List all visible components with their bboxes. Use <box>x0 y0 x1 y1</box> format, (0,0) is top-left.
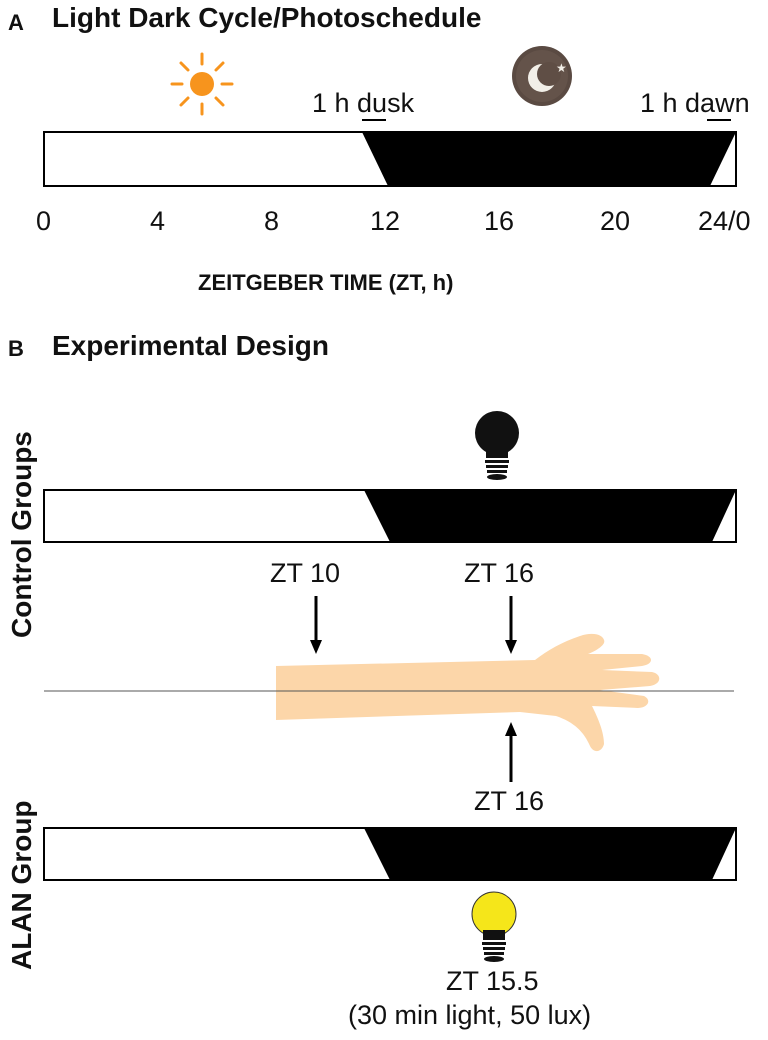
control-zt10-label: ZT 10 <box>270 558 341 588</box>
alan-light-desc: (30 min light, 50 lux) <box>348 1000 592 1030</box>
dawn-label: 1 h dawn <box>640 88 750 118</box>
panel-a-letter: A <box>8 10 24 35</box>
panel-b-title: Experimental Design <box>52 330 329 361</box>
tick-4: 4 <box>150 206 166 236</box>
panel-a-photoschedule-bar <box>43 131 737 187</box>
sun-icon <box>170 52 234 116</box>
svg-text:★: ★ <box>556 61 567 75</box>
lightbulb-off-icon <box>475 411 519 480</box>
control-zt16-arrow <box>505 596 517 654</box>
control-photoschedule-bar <box>43 489 737 543</box>
panel-b-letter: B <box>8 336 24 361</box>
alan-light-time: ZT 15.5 <box>446 966 539 996</box>
dusk-label: 1 h dusk <box>312 88 415 118</box>
control-zt16-label: ZT 16 <box>464 558 535 588</box>
control-zt10-arrow <box>310 596 322 654</box>
tick-0: 0 <box>36 206 52 236</box>
axis-title: ZEITGEBER TIME (ZT, h) <box>198 270 454 295</box>
tick-12: 12 <box>370 206 401 236</box>
tick-16: 16 <box>484 206 515 236</box>
panel-a-title: Light Dark Cycle/Photoschedule <box>52 2 482 33</box>
tick-20: 20 <box>600 206 631 236</box>
alan-photoschedule-bar <box>43 827 737 881</box>
lightbulb-on-icon <box>471 891 517 962</box>
tick-24: 24/0 <box>698 206 751 236</box>
arm-illustration <box>276 633 660 752</box>
alan-zt16-arrow <box>505 722 517 782</box>
moon-icon: ★ <box>512 46 572 106</box>
tick-8: 8 <box>264 206 280 236</box>
alan-zt16-label: ZT 16 <box>474 786 545 816</box>
